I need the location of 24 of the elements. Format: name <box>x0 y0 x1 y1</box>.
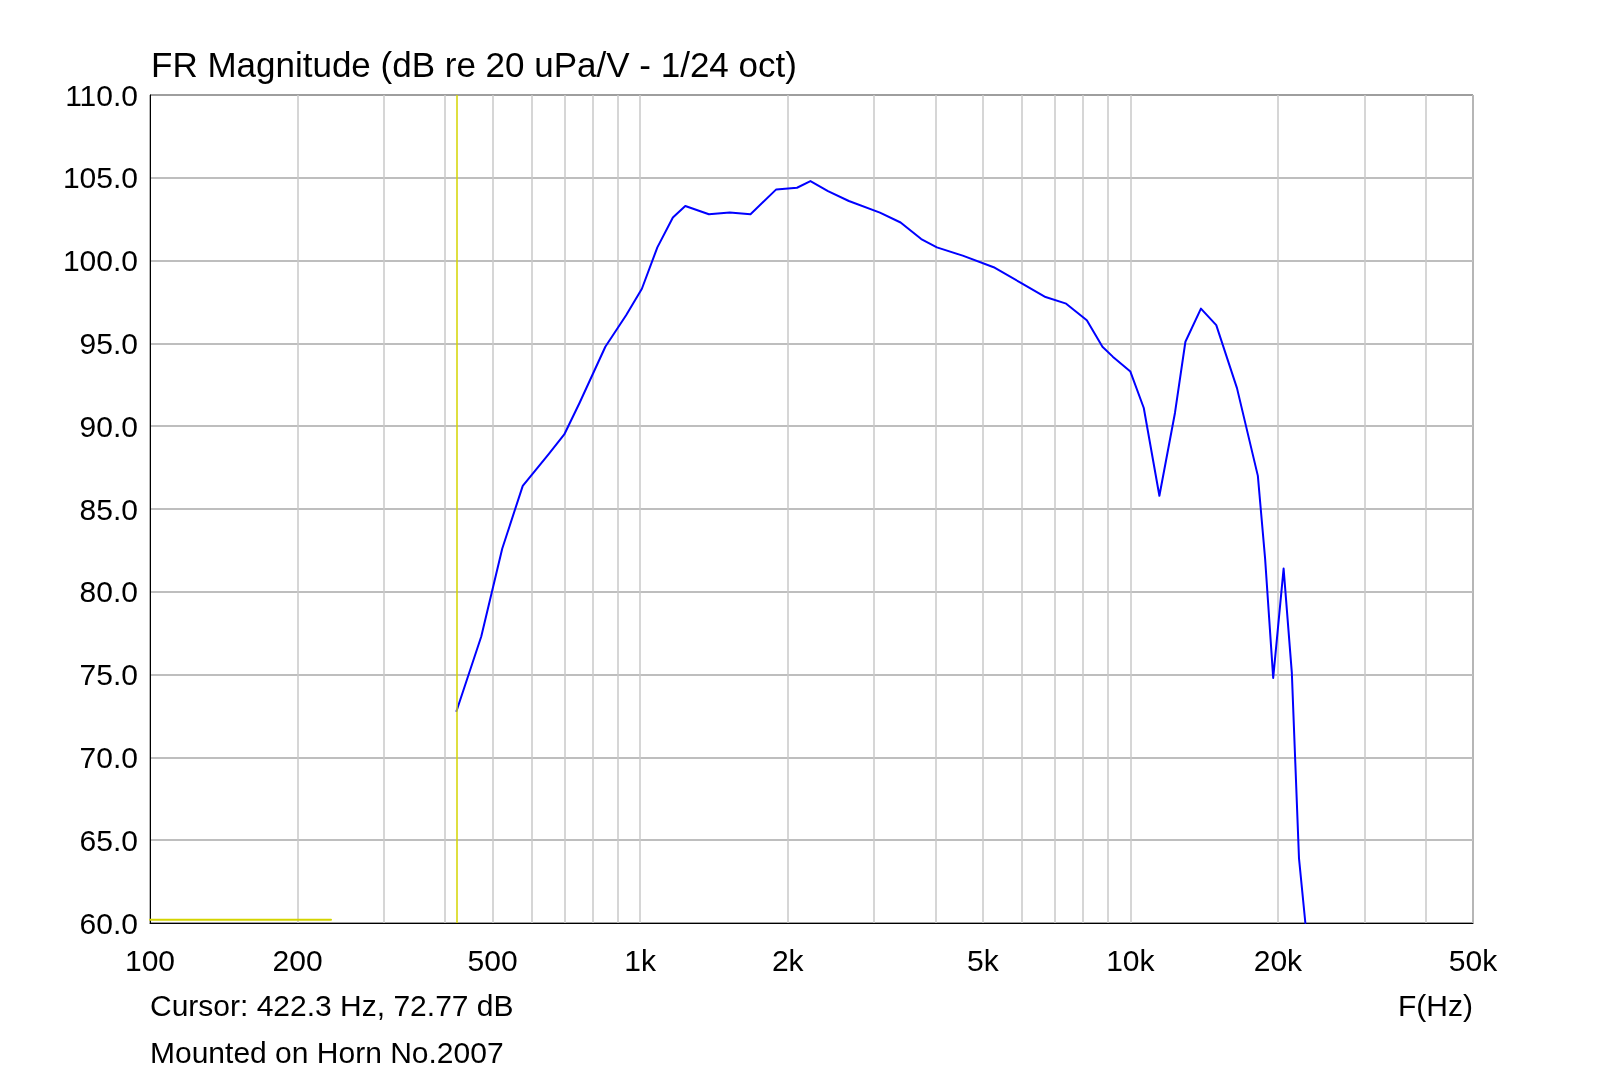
text: Mounted on Horn No.2007 <box>150 1035 504 1069</box>
x-tick-label: 50k <box>1448 943 1499 977</box>
text: Cursor: 422.3 Hz, 72.77 dB <box>150 988 514 1022</box>
y-tick-label: 75.0 <box>79 658 138 692</box>
y-tick-label: 110.0 <box>65 78 138 112</box>
x-tick-label: 2k <box>771 943 805 977</box>
y-tick-label: 80.0 <box>79 575 138 609</box>
y-tick-label: 60.0 <box>79 906 138 940</box>
x-tick-label: 500 <box>467 943 518 977</box>
x-tick-label: 20k <box>1253 943 1304 977</box>
x-tick-label: 100 <box>124 943 176 977</box>
x-axis-title: F(Hz) <box>1398 988 1474 1022</box>
x-tick-label: 10k <box>1106 943 1156 977</box>
y-tick-label: 100.0 <box>62 244 138 278</box>
x-tick-label: 200 <box>272 943 323 977</box>
y-tick-label: 90.0 <box>79 409 138 443</box>
y-tick-label: 95.0 <box>79 326 138 360</box>
y-tick-label: 85.0 <box>79 492 138 526</box>
x-tick-label: 5k <box>966 943 1000 977</box>
y-tick-label: 70.0 <box>79 740 138 774</box>
chart-title: FR Magnitude (dB re 20 uPa/V - 1/24 oct) <box>151 45 797 84</box>
x-tick-label: 1k <box>624 943 658 977</box>
y-tick-label: 65.0 <box>79 823 138 857</box>
y-tick-label: 105.0 <box>62 161 138 195</box>
